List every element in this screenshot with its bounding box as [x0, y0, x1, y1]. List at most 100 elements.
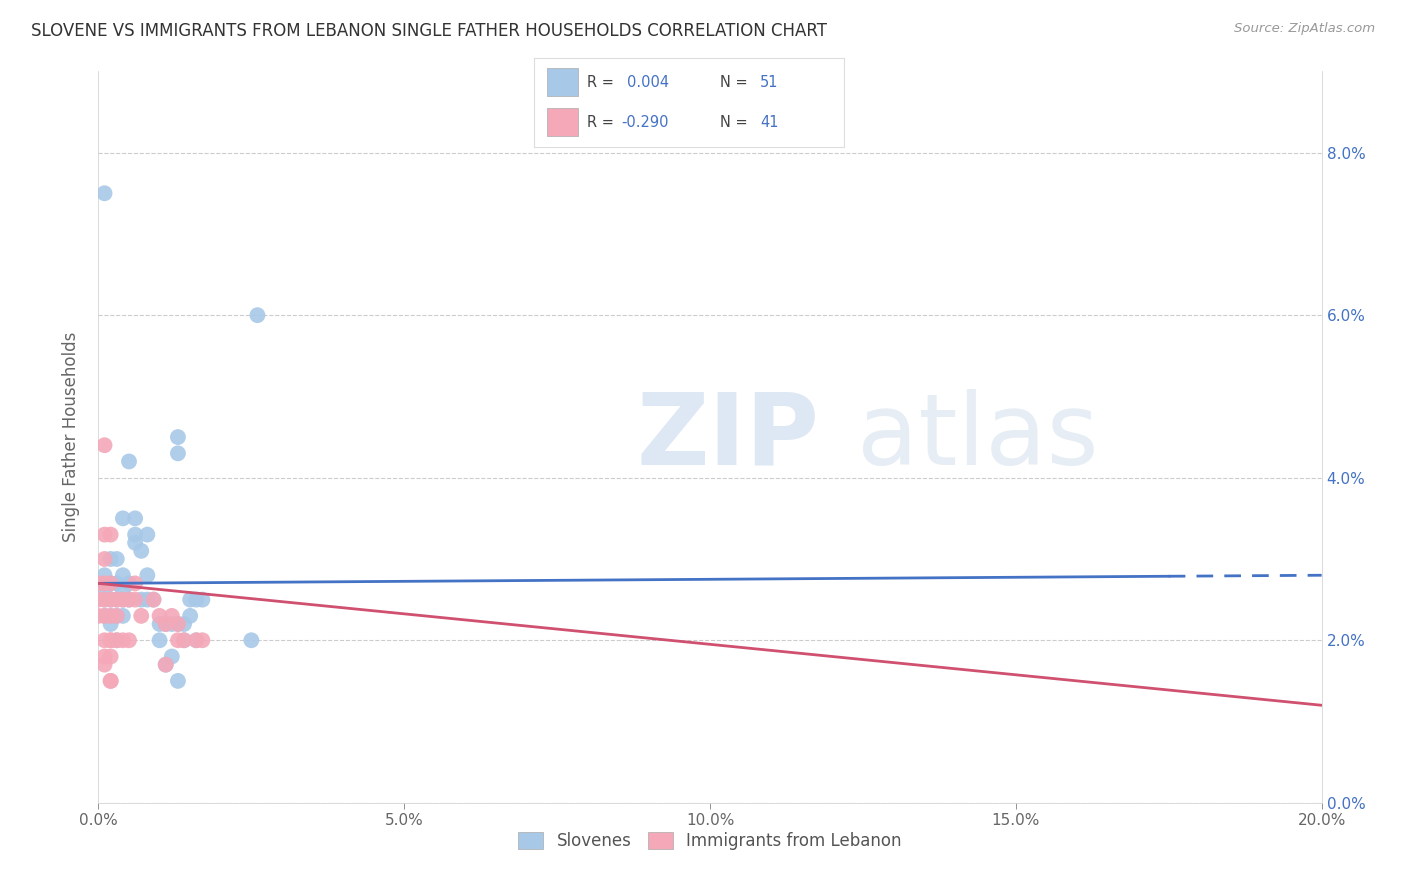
Point	[160, 617, 183, 632]
Point	[93, 657, 115, 672]
Text: N =: N =	[720, 75, 748, 89]
Point	[142, 592, 165, 607]
Point	[105, 608, 128, 623]
Text: atlas: atlas	[856, 389, 1098, 485]
Point	[179, 608, 201, 623]
Point	[100, 552, 122, 566]
Point	[93, 584, 115, 599]
Point	[100, 649, 122, 664]
Point	[160, 608, 183, 623]
Text: -0.290: -0.290	[621, 115, 668, 129]
Legend: Slovenes, Immigrants from Lebanon: Slovenes, Immigrants from Lebanon	[512, 825, 908, 856]
Point	[100, 592, 122, 607]
Point	[93, 438, 115, 452]
Point	[111, 633, 134, 648]
Point	[93, 608, 115, 623]
Point	[100, 633, 122, 648]
Point	[136, 568, 159, 582]
Point	[124, 527, 146, 541]
Point	[155, 657, 177, 672]
FancyBboxPatch shape	[547, 68, 578, 96]
Text: 0.004: 0.004	[627, 75, 669, 89]
Point	[149, 633, 172, 648]
Point	[87, 608, 110, 623]
Point	[124, 592, 146, 607]
Point	[105, 576, 128, 591]
Point	[167, 633, 190, 648]
Text: ZIP: ZIP	[637, 389, 820, 485]
Point	[136, 527, 159, 541]
Point	[155, 657, 177, 672]
Point	[179, 592, 201, 607]
Point	[100, 673, 122, 688]
Point	[111, 592, 134, 607]
Point	[111, 568, 134, 582]
Point	[173, 633, 195, 648]
Point	[167, 446, 190, 460]
Point	[186, 633, 208, 648]
Point	[124, 576, 146, 591]
Point	[173, 617, 195, 632]
FancyBboxPatch shape	[547, 108, 578, 136]
Point	[124, 535, 146, 549]
Point	[129, 592, 152, 607]
Point	[100, 592, 122, 607]
Point	[155, 617, 177, 632]
Point	[149, 608, 172, 623]
Point	[105, 633, 128, 648]
Point	[155, 617, 177, 632]
Text: 51: 51	[761, 75, 779, 89]
Point	[111, 584, 134, 599]
Point	[100, 617, 122, 632]
Text: Source: ZipAtlas.com: Source: ZipAtlas.com	[1234, 22, 1375, 36]
Point	[105, 608, 128, 623]
Point	[105, 592, 128, 607]
Point	[118, 633, 141, 648]
Point	[105, 552, 128, 566]
Point	[100, 576, 122, 591]
Point	[93, 552, 115, 566]
Point	[93, 568, 115, 582]
Text: 41: 41	[761, 115, 779, 129]
Point	[167, 673, 190, 688]
Point	[100, 673, 122, 688]
Point	[167, 617, 190, 632]
Point	[160, 649, 183, 664]
Point	[118, 576, 141, 591]
Point	[149, 617, 172, 632]
Point	[118, 454, 141, 468]
Point	[118, 592, 141, 607]
Point	[142, 592, 165, 607]
Point	[118, 592, 141, 607]
Point	[93, 608, 115, 623]
Text: R =: R =	[586, 75, 614, 89]
Point	[191, 592, 214, 607]
Point	[129, 608, 152, 623]
Point	[100, 608, 122, 623]
Point	[93, 633, 115, 648]
Point	[124, 511, 146, 525]
Point	[93, 592, 115, 607]
Point	[191, 633, 214, 648]
Point	[87, 592, 110, 607]
Point	[240, 633, 263, 648]
Point	[105, 592, 128, 607]
Point	[100, 633, 122, 648]
Point	[93, 576, 115, 591]
Point	[93, 649, 115, 664]
Point	[173, 633, 195, 648]
Point	[129, 544, 152, 558]
Point	[93, 186, 115, 201]
Point	[111, 592, 134, 607]
Text: R =: R =	[586, 115, 614, 129]
Point	[93, 592, 115, 607]
Point	[136, 592, 159, 607]
Point	[186, 592, 208, 607]
Text: SLOVENE VS IMMIGRANTS FROM LEBANON SINGLE FATHER HOUSEHOLDS CORRELATION CHART: SLOVENE VS IMMIGRANTS FROM LEBANON SINGL…	[31, 22, 827, 40]
Point	[105, 633, 128, 648]
Point	[186, 633, 208, 648]
Point	[111, 608, 134, 623]
Point	[167, 617, 190, 632]
Point	[111, 511, 134, 525]
Point	[100, 527, 122, 541]
